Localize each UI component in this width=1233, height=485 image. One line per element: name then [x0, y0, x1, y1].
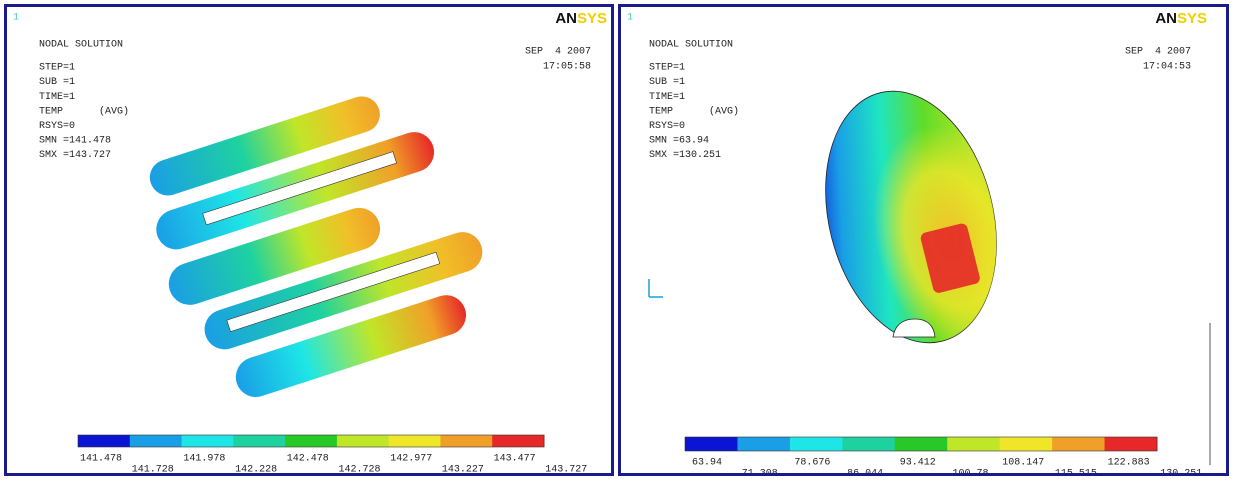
legend-label: 122.883 [1108, 458, 1150, 469]
legend-label: 108.147 [1002, 458, 1044, 469]
info-line: SUB =1 [39, 77, 75, 88]
info-line: RSYS=0 [39, 121, 75, 132]
info-line: TIME=1 [39, 92, 75, 103]
disc-model [800, 73, 1021, 361]
right-panel: 1 ANSYS NODAL SOLUTION STEP=1 SUB =1 TIME=1 TE… [618, 4, 1229, 476]
info-line: STEP=1 [39, 63, 75, 74]
info-line: TIME=1 [649, 92, 685, 103]
info-line: SMX =143.727 [39, 150, 111, 161]
solution-title: NODAL SOLUTION [39, 40, 123, 51]
legend-label: 63.94 [692, 458, 722, 469]
legend-swatch [947, 437, 1000, 451]
legend-label: 143.227 [442, 465, 484, 473]
info-line: SMN =141.478 [39, 136, 111, 147]
legend-label: 141.728 [132, 465, 174, 473]
info-line: TEMP (AVG) [39, 105, 129, 117]
legend-swatch [737, 437, 790, 451]
info-line: SMN =63.94 [649, 136, 709, 147]
date: SEP 4 2007 [1125, 47, 1191, 58]
legend-label: 142.728 [338, 465, 380, 473]
ansys-logo: ANSYS [1155, 10, 1207, 27]
legend-label: 141.978 [183, 454, 225, 465]
solution-title: NODAL SOLUTION [649, 40, 733, 51]
legend-swatch [790, 437, 843, 451]
info-line: SUB =1 [649, 77, 685, 88]
logo-part: SYS [1177, 10, 1207, 27]
legend-swatch [842, 437, 895, 451]
info-line: RSYS=0 [649, 121, 685, 132]
page: 1ANSYSNODAL SOLUTIONSTEP=1SUB =1TIME=1TE… [0, 0, 1233, 485]
legend-swatch [895, 437, 948, 451]
legend-label: 141.478 [80, 454, 122, 465]
left-panel: 1 ANSYS NODAL SOLUTION STEP=1 SUB =1 TIME=1 TE… [4, 4, 614, 476]
legend-label: 93.412 [900, 458, 936, 469]
legend-label: 142.478 [287, 454, 329, 465]
legend-swatch [389, 435, 441, 447]
legend-swatch [337, 435, 389, 447]
legend-label: 100.78 [952, 469, 988, 473]
legend-swatch [1105, 437, 1158, 451]
panel-view: 1 ANSYS NODAL SOLUTION STEP=1 SUB =1 TIME=1 TE… [621, 7, 1226, 473]
corner-label: 1 [627, 13, 633, 24]
legend-swatch [182, 435, 234, 447]
axis-triad [649, 279, 663, 297]
corner-label: 1 [13, 13, 19, 24]
info-line: STEP=1 [649, 63, 685, 74]
date: SEP 4 2007 [525, 47, 591, 58]
logo-part: AN [555, 10, 577, 27]
legend-swatch [492, 435, 544, 447]
time: 17:04:53 [1143, 62, 1191, 73]
rotor-model [131, 75, 505, 413]
legend-swatch [685, 437, 738, 451]
legend-label: 115.515 [1055, 469, 1097, 473]
legend-label: 142.977 [390, 454, 432, 465]
time: 17:05:58 [543, 62, 591, 73]
legend-label: 143.477 [494, 454, 536, 465]
legend-swatch [130, 435, 182, 447]
legend-swatch [285, 435, 337, 447]
logo-part: AN [1155, 10, 1177, 27]
info-line: TEMP (AVG) [649, 105, 739, 117]
legend-label: 143.727 [545, 465, 587, 473]
legend-label: 130.251 [1160, 469, 1202, 473]
legend-label: 142.228 [235, 465, 277, 473]
logo-part: SYS [577, 10, 607, 27]
legend-swatch [440, 435, 492, 447]
legend-swatch [233, 435, 285, 447]
legend-swatch [1052, 437, 1105, 451]
legend-swatch [78, 435, 130, 447]
info-line: SMX =130.251 [649, 150, 721, 161]
panel-view: 1 ANSYS NODAL SOLUTION STEP=1 SUB =1 TIME=1 TE… [7, 7, 611, 473]
legend-label: 86.044 [847, 469, 883, 473]
ansys-logo: ANSYS [555, 10, 607, 27]
legend-swatch [1000, 437, 1053, 451]
legend-label: 78.676 [794, 458, 830, 469]
legend-label: 71.308 [742, 469, 778, 473]
